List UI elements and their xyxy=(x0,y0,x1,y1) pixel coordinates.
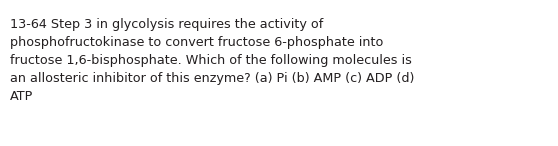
Text: 13-64 Step 3 in glycolysis requires the activity of
phosphofructokinase to conve: 13-64 Step 3 in glycolysis requires the … xyxy=(10,18,415,102)
